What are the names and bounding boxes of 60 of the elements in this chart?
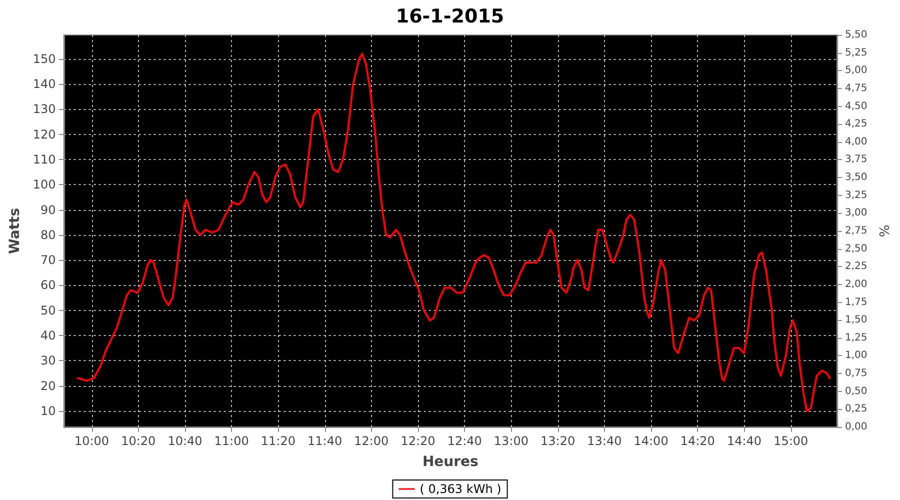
y2-tick-label: 1,50 [845,314,868,326]
x-tick-label: 13:20 [540,434,576,448]
y2-tick-label: 0,75 [845,368,868,380]
legend-label: ( 0,363 kWh ) [420,482,502,496]
y2-tick-label: 0,50 [845,386,868,397]
x-tick-label: 12:00 [354,434,389,448]
x-tick-label: 10:20 [121,434,156,448]
y-tick-label: 140 [32,77,56,92]
y2-tick-label: 5,00 [845,65,868,76]
y2-tick-label: 0,00 [845,422,868,432]
y-axis-title: Watts [7,208,23,254]
y2-tick-label: 4,50 [845,100,868,112]
y2-axis-title: % [878,224,893,238]
y2-tick-label: 4,25 [845,118,868,130]
y2-tick-label: 5,50 [845,30,868,40]
y-tick-label: 80 [40,228,56,242]
x-tick-label: 10:40 [168,434,202,448]
y-tick-label: 70 [40,253,56,268]
y2-tick-label: 3,50 [845,172,868,184]
line-series [76,52,831,412]
x-tick-label: 14:40 [726,434,762,448]
y2-tick-label: 3,00 [845,208,868,219]
x-tick-label: 12:20 [400,434,436,448]
y-tick-label: 100 [32,178,56,192]
y2-tick-label: 3,25 [845,190,868,201]
y2-tick-label: 2,00 [845,278,868,290]
y-tick-label: 50 [40,303,56,318]
x-tick-label: 14:00 [634,434,668,448]
x-tick-label: 14:20 [680,434,715,448]
y-tick-label: 150 [32,52,56,66]
y2-tick-label: 5,25 [845,47,868,58]
x-axis-title: Heures [422,454,478,470]
y2-tick-label: 4,00 [845,136,868,148]
y2-tick-label: 1,25 [845,332,868,344]
x-tick-label: 13:40 [587,434,622,448]
x-tick-label: 11:00 [214,434,249,448]
y-tick-label: 110 [32,152,56,166]
y-tick-label: 60 [40,278,56,292]
y2-tick-label: 2,75 [845,226,868,236]
y2-tick-label: 0,25 [845,404,868,415]
y2-tick-label: 3,75 [845,154,868,166]
x-tick-label: 10:00 [74,434,110,448]
y-tick-label: 20 [40,378,56,393]
x-tick-label: 13:00 [494,434,529,448]
chart-title: 16-1-2015 [396,6,504,28]
y2-tick-label: 1,00 [845,350,868,362]
y2-tick-label: 2,50 [845,243,868,254]
x-tick-label: 11:20 [260,434,296,448]
y2-tick-label: 2,25 [845,261,868,272]
y-tick-label: 120 [32,127,56,142]
y-tick-label: 90 [40,202,56,217]
y2-tick-label: 4,75 [845,82,868,94]
y-tick-label: 40 [40,328,56,342]
y-tick-label: 130 [32,102,56,116]
y-tick-label: 30 [40,354,56,368]
x-tick-label: 15:00 [774,434,808,448]
y-tick-label: 10 [40,404,56,418]
y2-tick-label: 1,75 [845,296,868,308]
x-tick-label: 11:40 [308,434,342,448]
x-tick-label: 12:40 [447,434,482,448]
